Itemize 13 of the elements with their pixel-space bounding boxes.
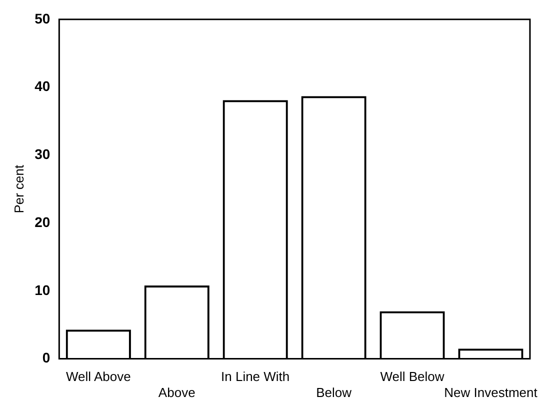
- x-tick-label: In Line With: [221, 369, 290, 384]
- y-tick-label: 10: [34, 282, 50, 298]
- y-tick-label: 40: [34, 78, 50, 94]
- y-tick-label: 20: [34, 214, 50, 230]
- y-tick-label: 50: [34, 10, 50, 26]
- y-tick-label: 0: [42, 350, 50, 366]
- x-tick-label: Well Below: [380, 369, 445, 384]
- y-tick-label: 30: [34, 146, 50, 162]
- y-axis-title: Per cent: [11, 164, 26, 214]
- x-tick-label: Below: [316, 384, 352, 400]
- x-tick-label: Above: [158, 384, 196, 400]
- x-tick-label: New Investment: [444, 384, 538, 400]
- x-tick-label: Well Above: [66, 369, 131, 384]
